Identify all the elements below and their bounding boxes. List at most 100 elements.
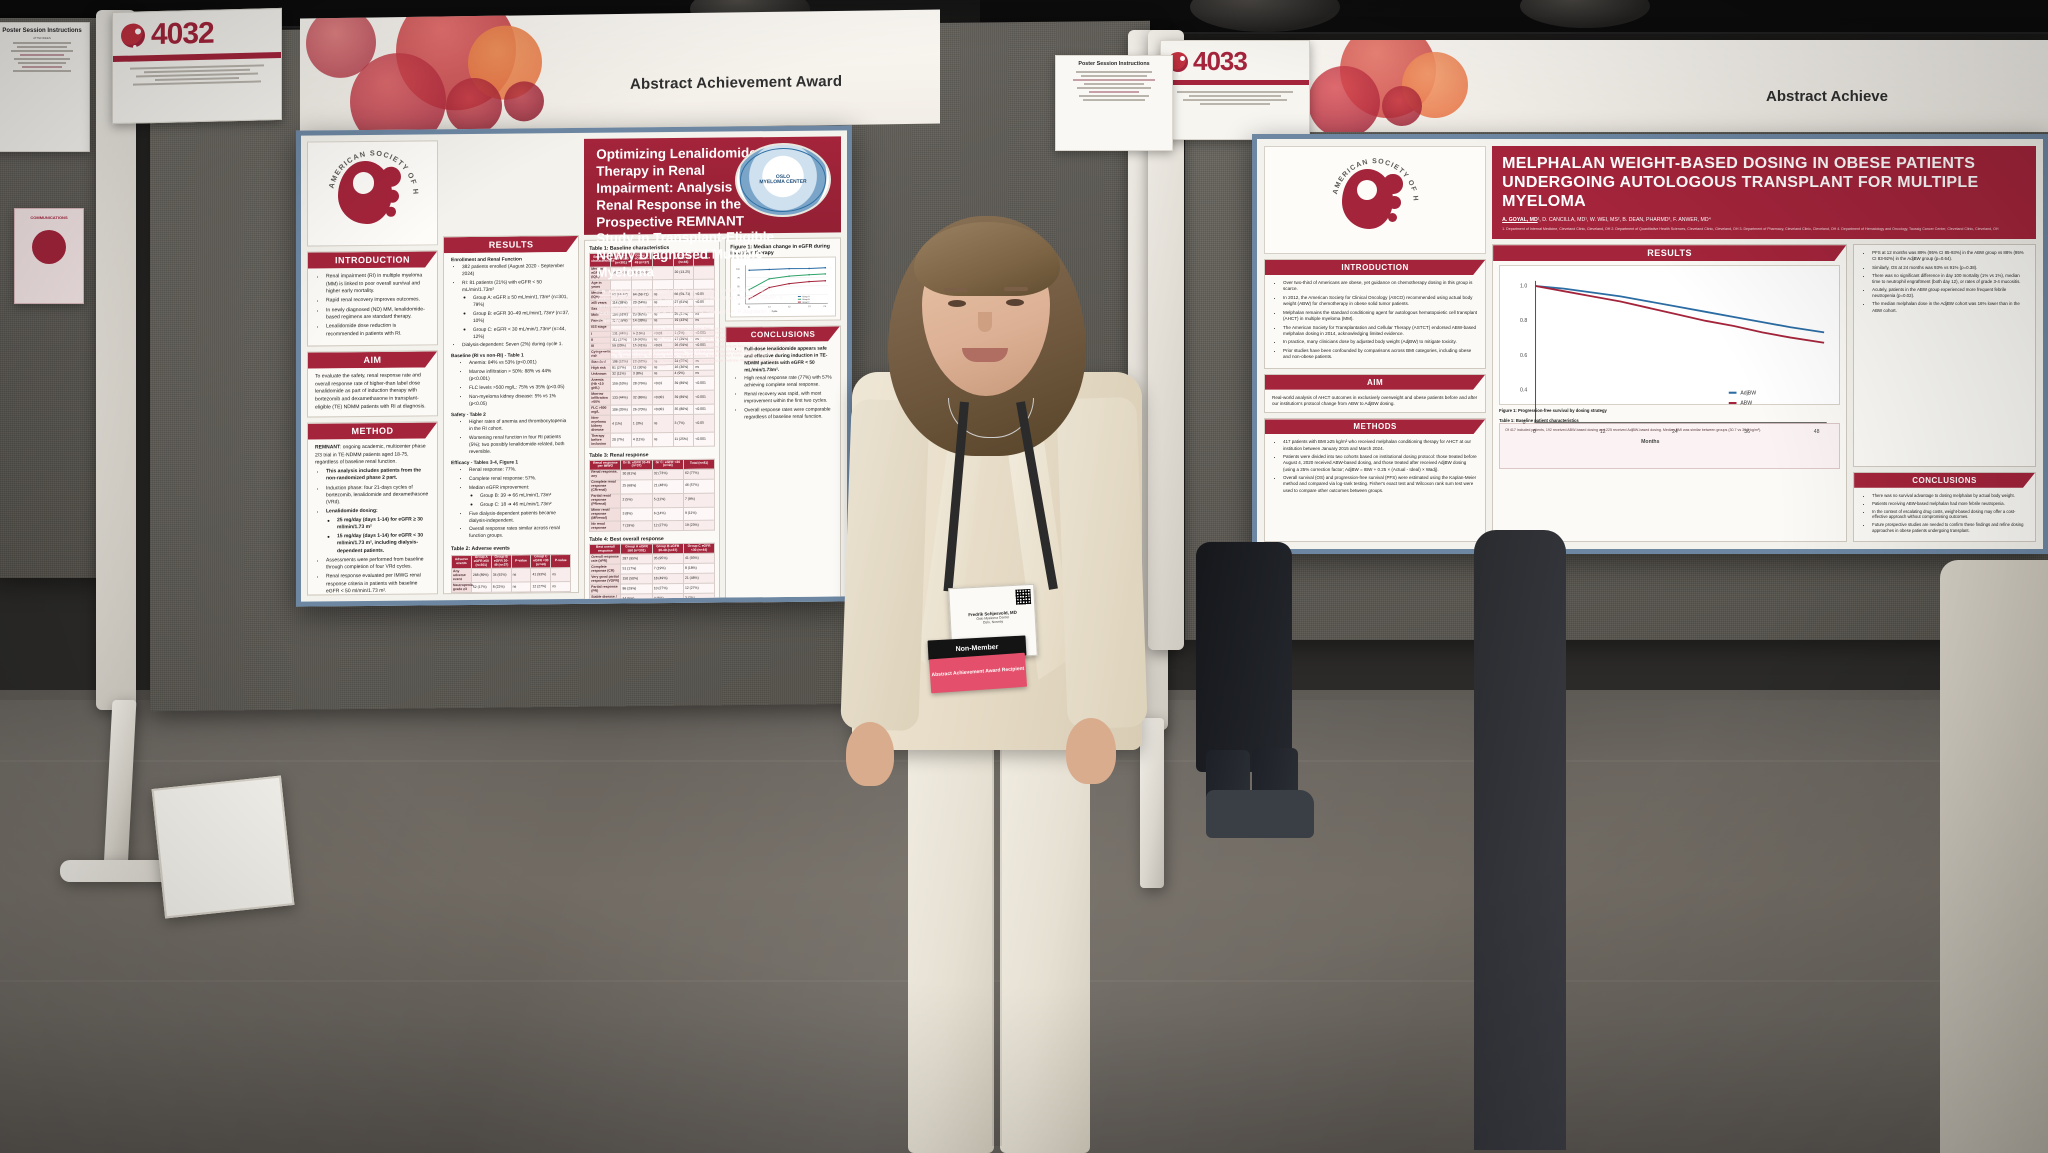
table-cell: 106 (35%) (610, 405, 632, 416)
poster-4033-affiliations: 1. Department of Internal Medicine, Clev… (1502, 226, 1999, 231)
card-introduction: INTRODUCTION Renal impairment (RI) in mu… (307, 250, 438, 347)
table-cell: Partial renal response (PRrenal) (589, 493, 621, 508)
table-cell: Complete response (CR) (589, 564, 621, 575)
list-item: Anemia: 84% vs 53% (p<0.001) (469, 360, 571, 368)
table-cell: Renal response, any (589, 469, 621, 481)
card-aim: AIM To evaluate the safety, renal respon… (307, 350, 438, 418)
blood-cell (446, 77, 502, 133)
table-cell: 7 (19%) (652, 563, 684, 574)
table-body: Renal response, any 30 (81%) 32 (73%) 62 (7… (589, 468, 715, 532)
table-header-cell: Total (n=81) (683, 459, 715, 470)
instruction-sheet-4033: Poster Session Instructions (1055, 55, 1173, 151)
table-cell: Neutropenia, grade ≥3 (451, 582, 474, 594)
table-row: Complete renal response (CRrenal) 25 (68%… (589, 478, 715, 495)
ash-logo-notch (1356, 179, 1377, 200)
list-item: 417 patients with BMI ≥25 kg/m² who rece… (1283, 439, 1478, 452)
table-cell: 13 (30%) (530, 592, 551, 595)
list-item: This analysis includes patients from the… (326, 467, 430, 482)
list-introduction: Renal impairment (RI) in multiple myelom… (315, 273, 430, 339)
table-cell: <0.01 (652, 377, 674, 392)
table-cell: 52 (17%) (471, 582, 492, 593)
list-item: Complete renal response: 57%. (469, 476, 571, 484)
card-results-text: RESULTS Enrollment and Renal Function 38… (443, 234, 580, 595)
list-item: Patients were divided into two cohorts b… (1283, 454, 1478, 473)
ash-logo-dot-small (1387, 212, 1398, 223)
list-method-dosing: 25 mg/day (days 1-14) for eGFR ≥ 30 ml/m… (326, 516, 430, 555)
bystander-torso (1474, 530, 1566, 1150)
table-cell: Anemia (Hb <10 g/dL) (589, 377, 611, 392)
table-4033-baseline-placeholder: Of 417 included patients, 192 received A… (1499, 423, 1841, 470)
ash-logo-4033: AMERICAN SOCIETY OF HEMATOLOGY (1329, 154, 1421, 246)
list-item: Overall survival (OS) and progression-fr… (1283, 475, 1478, 494)
svg-text:0.6: 0.6 (1520, 353, 1527, 359)
table-cell: 19 (23%) (683, 520, 715, 531)
table-cell: Stable disease / less than PR (589, 594, 621, 605)
table-best-overall-response: Best overall response Group A eGFR ≥50 (… (589, 543, 715, 605)
list-item: In practice, many clinicians dose by adj… (1283, 339, 1478, 345)
red-placard-far-left: COMMUNICATIONS (14, 208, 84, 304)
table-cell: 10 (27%) (652, 583, 684, 594)
list-item: Group C: 18 ➜ 46 mL/min/1.73m² (480, 502, 571, 510)
list-item: Group B: eGFR 30–49 mL/min/1.73m² (n=37,… (473, 311, 571, 326)
list-item: Worsening renal function in four RI pati… (469, 435, 571, 457)
table-cell: 7 (19%) (620, 521, 653, 532)
table-cell: Very good partial response (VGPR) (589, 574, 621, 585)
board-header-text-4032: Abstract Achievement Award (630, 72, 843, 93)
bystander-torso (1196, 542, 1292, 772)
table-cell: 25 (8%) (471, 592, 492, 595)
table-cell: 150 (50%) (620, 573, 653, 585)
ceiling-beam-right (980, 0, 2048, 34)
table-body: Overall response rate (≥PR) 287 (95%) 35 (… (589, 553, 715, 605)
table-row: Marrow infiltration >50% 133 (44%) 32 (86%… (589, 390, 715, 406)
table-cell: 18 (49%) (652, 573, 684, 584)
table-cell: 41 (93%) (530, 568, 551, 583)
heading-aim: AIM (308, 351, 437, 368)
list-item: Patients receiving ABW-based melphalan h… (1872, 501, 2028, 507)
heading-results: RESULTS (444, 236, 578, 253)
bystander-torso (1940, 560, 2048, 1153)
heading-4033-aim: AIM (1265, 375, 1485, 390)
svg-text:Group A: Group A (802, 295, 810, 298)
table-row: Anemia, grade ≥325 (8%)7 (19%)<0.0513 (3… (451, 591, 571, 595)
table-cell: 62 (77%) (683, 468, 715, 480)
poster-number-4033: 4033 (1193, 46, 1248, 76)
ash-logo-box: AMERICAN SOCIETY OF HEMATOLOGY (307, 140, 438, 247)
method-intro: REMNANT: ongoing academic, multicenter p… (315, 444, 430, 467)
table-cell: 2 (5%) (620, 493, 653, 508)
list-item-label: Median eGFR improvement: (469, 485, 530, 491)
heading-4033-results: RESULTS (1493, 245, 1846, 261)
table-cell: 3 (8%) (620, 507, 653, 522)
list-item-label: RI: 81 patients (21%) with eGFR < 50 mL/… (462, 280, 542, 293)
table-header-cell: Group A eGFR ≥50 (n=301) (620, 544, 653, 555)
table-cell: 12 (27%) (652, 520, 684, 532)
list-item: Group B: 39 ➜ 66 mL/min/1.73m² (480, 493, 571, 501)
table-cell: 14 (5%) (620, 593, 653, 605)
table-row: Anemia (Hb <10 g/dL) 159 (53%) 28 (76%) <0.… (589, 376, 715, 392)
card-4033-introduction: INTRODUCTION Over two-third of Americans… (1264, 259, 1487, 369)
instruction-sheet-far-left: Poster Session Instructions ATTENDEES (0, 22, 90, 152)
table-cell: <0.001 (693, 432, 715, 447)
table-cell: 30 (81%) (620, 469, 653, 480)
heading-4033-introduction: INTRODUCTION (1265, 260, 1485, 275)
ash-logo-dot-medium (1387, 196, 1401, 210)
list-item: 382 patients enrolled (August 2020 - Sep… (462, 264, 571, 279)
list-item: Renal response: 77%. (469, 467, 571, 475)
table-cell: <0.001 (652, 390, 674, 406)
list-item: The median melphalan dose in the AdjBW c… (1872, 301, 2028, 313)
list-item: Non-myeloma kidney disease: 5% vs 1% (p<… (469, 394, 571, 409)
table-header-cell: P-value (511, 554, 531, 569)
table-header-cell: Best overall response (589, 544, 621, 555)
list-item: High renal response rate (77%) with 57% … (744, 376, 833, 391)
blood-cell (1382, 86, 1422, 126)
table-cell: Minor renal response (MRrenal) (589, 507, 621, 522)
list-item: There was no significant difference in d… (1872, 273, 2028, 285)
card-method: METHOD REMNANT: ongoing academic, multic… (307, 421, 438, 596)
table-cell: 86 (29%) (620, 583, 653, 595)
badge-ribbon-award: Abstract Achievement Award Recipient (928, 652, 1028, 694)
center-logo-line2: MYELOMA CENTER (759, 178, 807, 186)
list-item: Overall response rates were comparable r… (744, 408, 833, 423)
card-conclusions: CONCLUSIONS Full-dose lenalidomide appea… (725, 325, 841, 607)
table-cell: ns (511, 582, 531, 593)
table-cell: 12 (27%) (683, 583, 715, 594)
list-results-egfr: Group B: 39 ➜ 66 mL/min/1.73m² Group C: … (469, 493, 571, 510)
